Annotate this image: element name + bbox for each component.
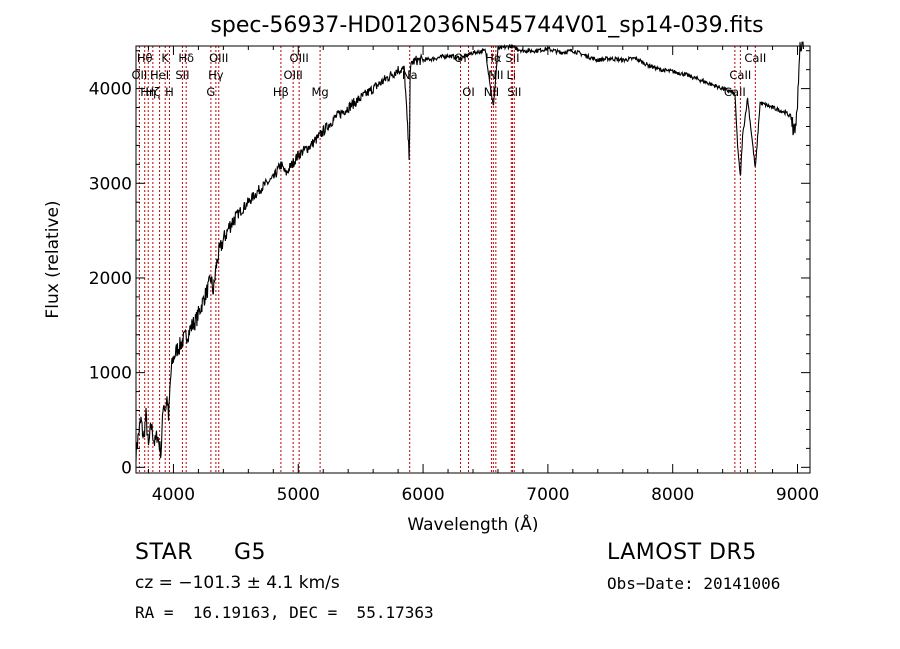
line-label-12: Hβ <box>273 85 289 99</box>
object-class: STAR <box>135 540 194 565</box>
line-label-10: Hγ <box>208 68 224 82</box>
x-tick-label-5: 9000 <box>776 485 819 505</box>
x-tick-label-2: 6000 <box>401 485 444 505</box>
y-axis-label: Flux (relative) <box>43 200 63 318</box>
radec-text: RA = 16.19163, DEC = 55.17363 <box>135 603 434 622</box>
line-label-22: Li <box>507 68 517 82</box>
line-label-26: CaII <box>729 68 751 82</box>
survey-label: LAMOST DR5 <box>607 540 757 565</box>
line-label-4: HeI <box>150 68 169 82</box>
spectrum-series <box>135 41 805 462</box>
y-tick-label-4: 4000 <box>89 80 132 100</box>
line-label-1: Hθ <box>137 51 153 65</box>
line-label-9: G <box>206 85 215 99</box>
obs-date: Obs−Date: 20141006 <box>607 574 781 593</box>
x-tick-label-1: 5000 <box>277 485 320 505</box>
line-label-14: OIII <box>290 51 309 65</box>
line-label-18: OI <box>462 85 474 99</box>
line-label-5: K <box>161 51 169 65</box>
y-tick-label-0: 0 <box>121 458 132 478</box>
line-label-7: SII <box>175 68 189 82</box>
x-tick-label-3: 7000 <box>526 485 569 505</box>
line-label-24: SII <box>507 85 521 99</box>
x-tick-label-0: 4000 <box>152 485 195 505</box>
chart-title: spec-56937-HD012036N545744V01_sp14-039.f… <box>210 13 763 38</box>
y-tick-label-1: 1000 <box>89 364 132 384</box>
line-label-6: H <box>165 85 174 99</box>
line-label-23: SII <box>505 51 519 65</box>
line-label-15: Mg <box>311 85 328 99</box>
line-label-3: Hζ <box>145 85 160 99</box>
line-label-11: OIII <box>209 51 228 65</box>
y-tick-label-3: 3000 <box>89 174 132 194</box>
x-tick-label-4: 8000 <box>651 485 694 505</box>
plot-frame <box>135 45 811 474</box>
object-subclass: G5 <box>234 540 267 565</box>
line-label-27: CaII <box>744 51 766 65</box>
line-label-13: OIII <box>284 68 303 82</box>
line-label-20: Hα <box>485 51 502 65</box>
x-axis-label: Wavelength (Å) <box>407 513 538 535</box>
line-label-8: Hδ <box>178 51 194 65</box>
line-label-0: OII <box>131 68 147 82</box>
redshift-text: cz = −101.3 ± 4.1 km/s <box>135 573 340 593</box>
y-tick-label-2: 2000 <box>89 269 132 289</box>
